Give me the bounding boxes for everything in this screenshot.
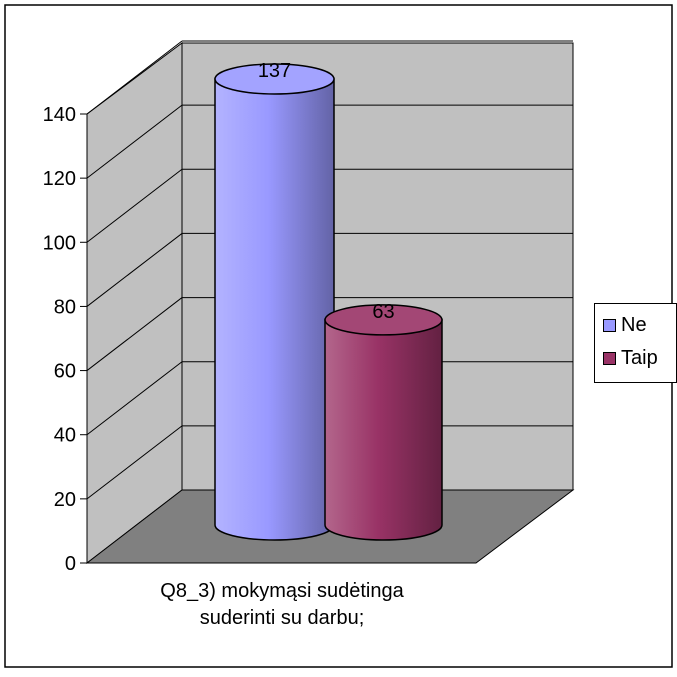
gridline-side [86, 425, 183, 500]
gridline-side [86, 104, 183, 179]
y-tick-label: 0 [65, 553, 76, 575]
bar-ne-top [214, 63, 335, 95]
legend: Ne Taip [594, 303, 677, 383]
y-tick-label: 60 [54, 361, 76, 383]
gridline-side [86, 361, 183, 436]
data-label-taip: 63 [372, 301, 394, 323]
y-tick-label: 100 [43, 232, 76, 254]
legend-label-ne: Ne [621, 313, 647, 336]
gridline-side [86, 233, 183, 307]
bar-ne-body [214, 78, 335, 541]
bar-taip-body [324, 319, 443, 541]
y-tick-label: 80 [54, 296, 76, 318]
bar-taip-top [324, 304, 443, 336]
y-ticks: 0 20 40 60 80 100 120 140 [43, 104, 87, 575]
gridline-side [86, 168, 183, 243]
gridline-side [86, 40, 183, 115]
side-wall [86, 42, 183, 565]
y-tick-label: 120 [43, 168, 76, 190]
data-label-ne: 137 [258, 60, 291, 82]
x-category-label-line-1: Q8_3) mokymąsi sudėtinga [160, 580, 404, 602]
data-labels: 137 63 [258, 60, 395, 323]
legend-item-ne: Ne [603, 314, 647, 336]
y-tick-label: 20 [54, 489, 76, 511]
gridline-side [86, 297, 183, 371]
y-tick-label: 140 [43, 104, 76, 126]
legend-swatch-ne [603, 318, 616, 332]
bars [214, 63, 443, 541]
legend-swatch-taip [603, 351, 616, 365]
y-tick-label: 40 [54, 425, 76, 447]
x-category-label-line-2: suderinti su darbu; [200, 607, 365, 629]
legend-label-taip: Taip [621, 346, 658, 369]
legend-item-taip: Taip [603, 347, 658, 369]
